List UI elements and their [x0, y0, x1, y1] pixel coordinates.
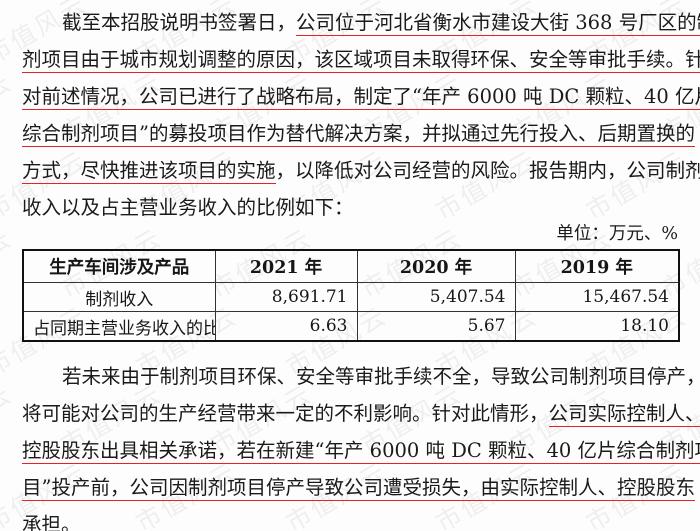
table-body: 制剂收入8,691.715,407.5415,467.54占同期主营业务收入的比…	[22, 282, 680, 342]
underlined-text: 承担。	[22, 513, 81, 531]
paragraph-project-background: 截至本招股说明书签署日，公司位于河北省衡水市建设大街 368 号厂区的制剂项目由…	[22, 4, 700, 226]
table-cell-value: 5,407.54	[356, 282, 516, 312]
underlined-text: 目”投产前，公司因制剂项目停产导致公司遭受损失，由实际控制人、控股股东	[22, 476, 695, 501]
table-cell-value: 5.67	[356, 311, 516, 342]
paragraph-commitment: 控股股东出具相关承诺，若在新建“年产 6000 吨 DC 颗粒、40 亿片综合制…	[22, 432, 700, 531]
text-line: 对前述情况，公司已进行了战略布局，制定了“年产 6000 吨 DC 颗粒、40 …	[22, 78, 700, 115]
table-column-header: 2020 年	[356, 249, 516, 283]
revenue-table: 生产车间涉及产品 2021 年 2020 年 2019 年 制剂收入 8,691.71 5…	[22, 249, 680, 342]
text-line: 将可能对公司的生产经营带来一定的不利影响。针对此情形，公司实际控制人、	[22, 395, 700, 432]
text-line: 剂项目由于城市规划调整的原因，该区域项目未取得环保、安全等审批手续。针	[22, 41, 700, 78]
text-line: 收入以及占主营业务收入的比例如下：	[22, 189, 678, 226]
plain-text: ，以降低对公司经营的风险。报告期内，公司制剂	[275, 159, 700, 182]
watermark-text: 市值风云	[0, 222, 18, 304]
table-unit-caption: 单位：万元、%	[556, 224, 678, 244]
underlined-text: 方式，尽快推进该项目的实施	[22, 159, 276, 184]
text-line: 综合制剂项目”的募投项目作为替代解决方案，并拟通过先行投入、后期置换的	[22, 115, 695, 152]
revenue-table-wrapper: 生产车间涉及产品 2021 年 2020 年 2019 年 制剂收入 8,691.71 5…	[22, 249, 680, 342]
text-line: 若未来由于制剂项目环保、安全等审批手续不全，导致公司制剂项目停产，	[22, 358, 700, 395]
table-row-label: 制剂收入	[22, 282, 216, 312]
text-line: 截至本招股说明书签署日，公司位于河北省衡水市建设大街 368 号厂区的制	[22, 4, 700, 41]
table-header: 生产车间涉及产品 2021 年 2020 年 2019 年	[22, 249, 680, 283]
text-line: 承担。	[22, 506, 678, 531]
plain-text: 将可能对公司的生产经营带来一定的不利影响。针对此情形，	[22, 402, 549, 425]
plain-text: 若未来由于制剂项目环保、安全等审批手续不全，导致公司制剂项目停产，	[62, 365, 700, 388]
underlined-text: 综合制剂项目”的募投项目作为替代解决方案，并拟通过先行投入、后期置换的	[22, 122, 695, 147]
table-row-label: 占同期主营业务收入的比例	[22, 311, 216, 342]
table-cell-value: 6.63	[214, 311, 358, 342]
plain-text: 截至本招股说明书签署日，	[62, 11, 297, 34]
underlined-text: 控股股东出具相关承诺，若在新建“年产 6000 吨 DC 颗粒、40 亿片综合制…	[22, 439, 700, 464]
paragraph-risk-statement: 若未来由于制剂项目环保、安全等审批手续不全，导致公司制剂项目停产， 将可能对公司的…	[22, 358, 700, 432]
table-column-header: 2021 年	[214, 249, 358, 283]
table-row: 制剂收入 8,691.71 5,407.54 15,467.54	[22, 282, 680, 312]
text-line: 方式，尽快推进该项目的实施，以降低对公司经营的风险。报告期内，公司制剂	[22, 152, 700, 189]
underlined-text: 对前述情况，公司已进行了战略布局，制定了“年产 6000 吨 DC 颗粒、40 …	[22, 85, 700, 110]
plain-text: 收入以及占主营业务收入的比例如下：	[22, 196, 354, 219]
table-column-header: 2019 年	[514, 249, 680, 283]
text-line: 控股股东出具相关承诺，若在新建“年产 6000 吨 DC 颗粒、40 亿片综合制…	[22, 432, 700, 469]
table-cell-value: 15,467.54	[514, 282, 680, 312]
underlined-text: 剂项目由于城市规划调整的原因，该区域项目未取得环保、安全等审批手续。针	[22, 48, 700, 73]
underlined-text: 公司位于河北省衡水市建设大街 368 号厂区的制	[296, 11, 700, 36]
watermark-text: 市值风云	[0, 66, 18, 148]
watermark-text: 市值风云	[0, 378, 18, 460]
table-cell-value: 18.10	[514, 311, 680, 342]
text-line: 目”投产前，公司因制剂项目停产导致公司遭受损失，由实际控制人、控股股东	[22, 469, 695, 506]
underlined-text: 公司实际控制人、	[548, 402, 700, 427]
table-header-row: 生产车间涉及产品 2021 年 2020 年 2019 年	[22, 249, 680, 283]
table-cell-value: 8,691.71	[214, 282, 358, 312]
table-column-header: 生产车间涉及产品	[22, 249, 216, 283]
